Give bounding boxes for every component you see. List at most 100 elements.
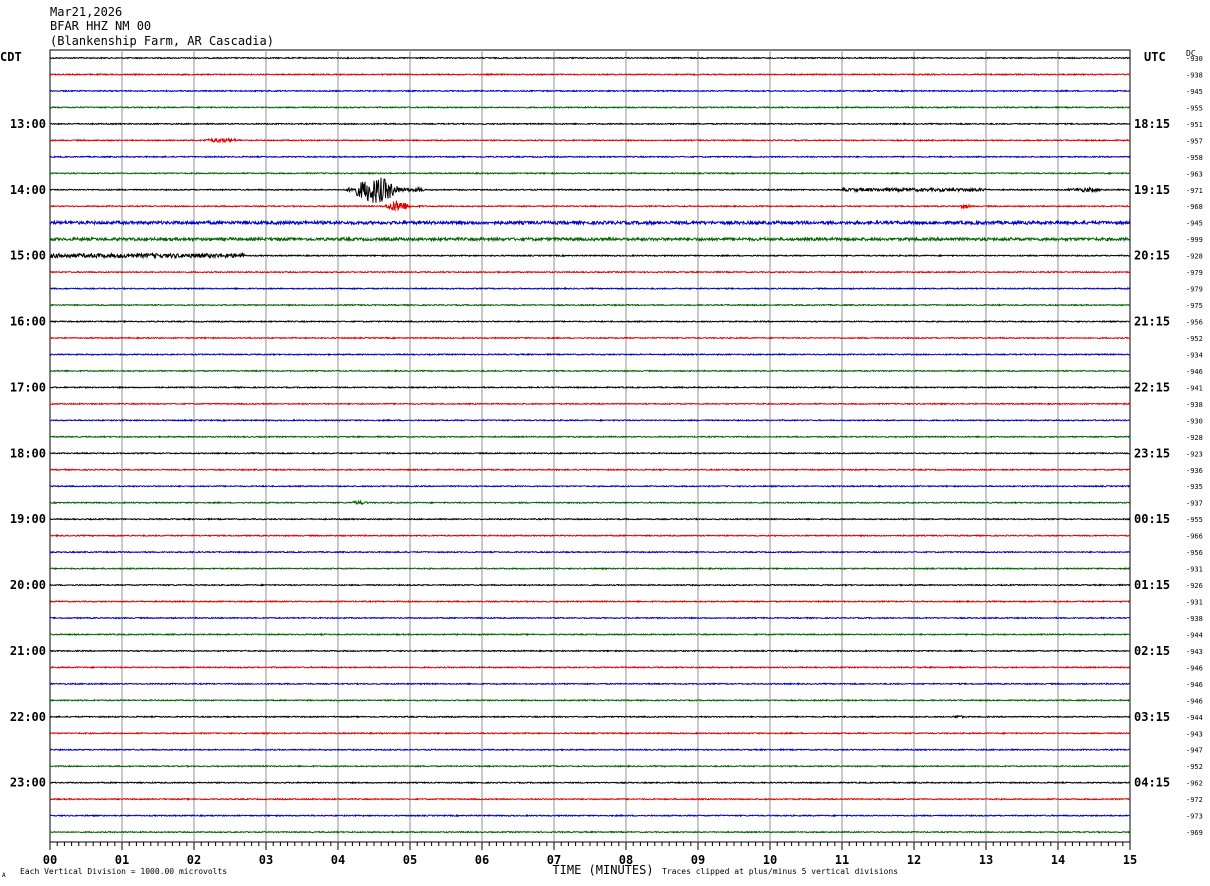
right-timezone-label: UTC xyxy=(1144,50,1166,64)
utc-hour-label: 22:15 xyxy=(1134,380,1170,394)
dc-offset-label: -930 xyxy=(1186,55,1203,63)
seismic-trace xyxy=(49,369,1131,373)
dc-offset-label: -999 xyxy=(1186,236,1203,244)
dc-offset-label: -936 xyxy=(1186,467,1203,475)
dc-offset-label: -923 xyxy=(1186,450,1203,458)
dc-offset-label: -946 xyxy=(1186,664,1203,672)
cdt-hour-label: 23:00 xyxy=(10,776,46,790)
seismic-trace xyxy=(49,219,1131,227)
seismic-trace xyxy=(49,418,1131,423)
cdt-hour-label: 22:00 xyxy=(10,710,46,724)
seismic-trace xyxy=(49,599,1131,604)
cdt-hour-label: 15:00 xyxy=(10,249,46,263)
seismic-trace xyxy=(49,533,1131,538)
dc-offset-label: -956 xyxy=(1186,319,1203,327)
x-tick-label: 08 xyxy=(619,853,633,867)
cdt-hour-label: 16:00 xyxy=(10,315,46,329)
dc-offset-label: -975 xyxy=(1186,302,1203,310)
header-location: (Blankenship Farm, AR Cascadia) xyxy=(50,34,274,48)
utc-hour-label: 02:15 xyxy=(1134,644,1170,658)
seismic-trace xyxy=(49,171,1131,175)
seismic-trace xyxy=(49,484,1131,488)
seismic-trace xyxy=(49,270,1131,274)
seismic-trace xyxy=(49,303,1131,307)
dc-offset-label: -971 xyxy=(1186,187,1203,195)
dc-offset-label: -941 xyxy=(1186,384,1203,392)
dc-offset-label: -958 xyxy=(1186,154,1203,162)
dc-offset-label: -935 xyxy=(1186,483,1203,491)
x-tick-label: 03 xyxy=(259,853,273,867)
seismic-trace xyxy=(49,616,1131,620)
seismic-trace xyxy=(49,550,1131,554)
seismic-trace xyxy=(49,352,1131,357)
seismic-trace xyxy=(49,155,1131,159)
x-axis-label: TIME (MINUTES) xyxy=(552,863,653,877)
dc-offset-label: -931 xyxy=(1186,566,1203,574)
cdt-hour-label: 14:00 xyxy=(10,183,46,197)
utc-hour-label: 01:15 xyxy=(1134,578,1170,592)
dc-offset-label: -943 xyxy=(1186,648,1203,656)
x-tick-label: 05 xyxy=(403,853,417,867)
x-tick-label: 04 xyxy=(331,853,345,867)
dc-offset-label: -966 xyxy=(1186,533,1203,541)
dc-offset-label: -928 xyxy=(1186,253,1203,261)
seismic-trace xyxy=(49,105,1131,110)
seismic-trace xyxy=(49,72,1131,77)
seismic-trace xyxy=(49,797,1131,801)
seismic-trace xyxy=(49,682,1131,686)
seismic-trace xyxy=(49,435,1131,439)
dc-offset-label: -945 xyxy=(1186,220,1203,228)
seismic-trace xyxy=(49,649,1131,653)
x-tick-label: 07 xyxy=(547,853,561,867)
header-date: Mar21,2026 xyxy=(50,5,123,19)
dc-offset-label: -944 xyxy=(1186,714,1203,722)
dc-offset-label: -930 xyxy=(1186,417,1203,425)
dc-offset-label: -938 xyxy=(1186,401,1203,409)
utc-hour-label: 03:15 xyxy=(1134,710,1170,724)
seismic-trace xyxy=(49,235,1131,243)
utc-hour-label: 23:15 xyxy=(1134,446,1170,460)
cdt-hour-label: 18:00 xyxy=(10,446,46,460)
dc-offset-label: -962 xyxy=(1186,780,1203,788)
dc-offset-label: -968 xyxy=(1186,203,1203,211)
seismic-trace xyxy=(49,731,1131,735)
cdt-hour-label: 20:00 xyxy=(10,578,46,592)
cdt-hour-label: 13:00 xyxy=(10,117,46,131)
corner-mark: A xyxy=(2,872,6,879)
seismic-trace xyxy=(49,748,1131,752)
x-tick-label: 09 xyxy=(691,853,705,867)
dc-offset-label: -979 xyxy=(1186,269,1203,277)
utc-hour-label: 21:15 xyxy=(1134,315,1170,329)
utc-hour-label: 19:15 xyxy=(1134,183,1170,197)
seismic-trace xyxy=(49,566,1131,571)
seismic-trace xyxy=(49,780,1131,785)
dc-offset-label: -928 xyxy=(1186,434,1203,442)
seismic-trace xyxy=(49,764,1131,768)
seismic-trace xyxy=(49,137,1131,144)
x-tick-label: 10 xyxy=(763,853,777,867)
left-timezone-label: CDT xyxy=(0,50,22,64)
dc-offset-label: -969 xyxy=(1186,829,1203,837)
seismic-trace xyxy=(49,200,1131,212)
seismic-trace xyxy=(49,177,1131,203)
dc-offset-label: -946 xyxy=(1186,697,1203,705)
dc-offset-label: -926 xyxy=(1186,582,1203,590)
x-tick-label: 01 xyxy=(115,853,129,867)
utc-hour-label: 18:15 xyxy=(1134,117,1170,131)
seismic-trace xyxy=(49,251,1131,260)
seismic-trace xyxy=(49,468,1131,472)
header-station: BFAR HHZ NM 00 xyxy=(50,19,152,33)
seismic-trace xyxy=(49,830,1131,834)
utc-hour-label: 20:15 xyxy=(1134,249,1170,263)
dc-offset-label: -951 xyxy=(1186,121,1203,129)
seismic-trace xyxy=(49,336,1131,340)
dc-offset-label: -934 xyxy=(1186,351,1203,359)
dc-offset-label: -943 xyxy=(1186,730,1203,738)
x-tick-label: 14 xyxy=(1051,853,1065,867)
dc-offset-label: -938 xyxy=(1186,615,1203,623)
seismic-trace xyxy=(49,122,1131,126)
dc-offset-label: -938 xyxy=(1186,71,1203,79)
dc-offset-label: -947 xyxy=(1186,747,1203,755)
x-tick-label: 00 xyxy=(43,853,57,867)
